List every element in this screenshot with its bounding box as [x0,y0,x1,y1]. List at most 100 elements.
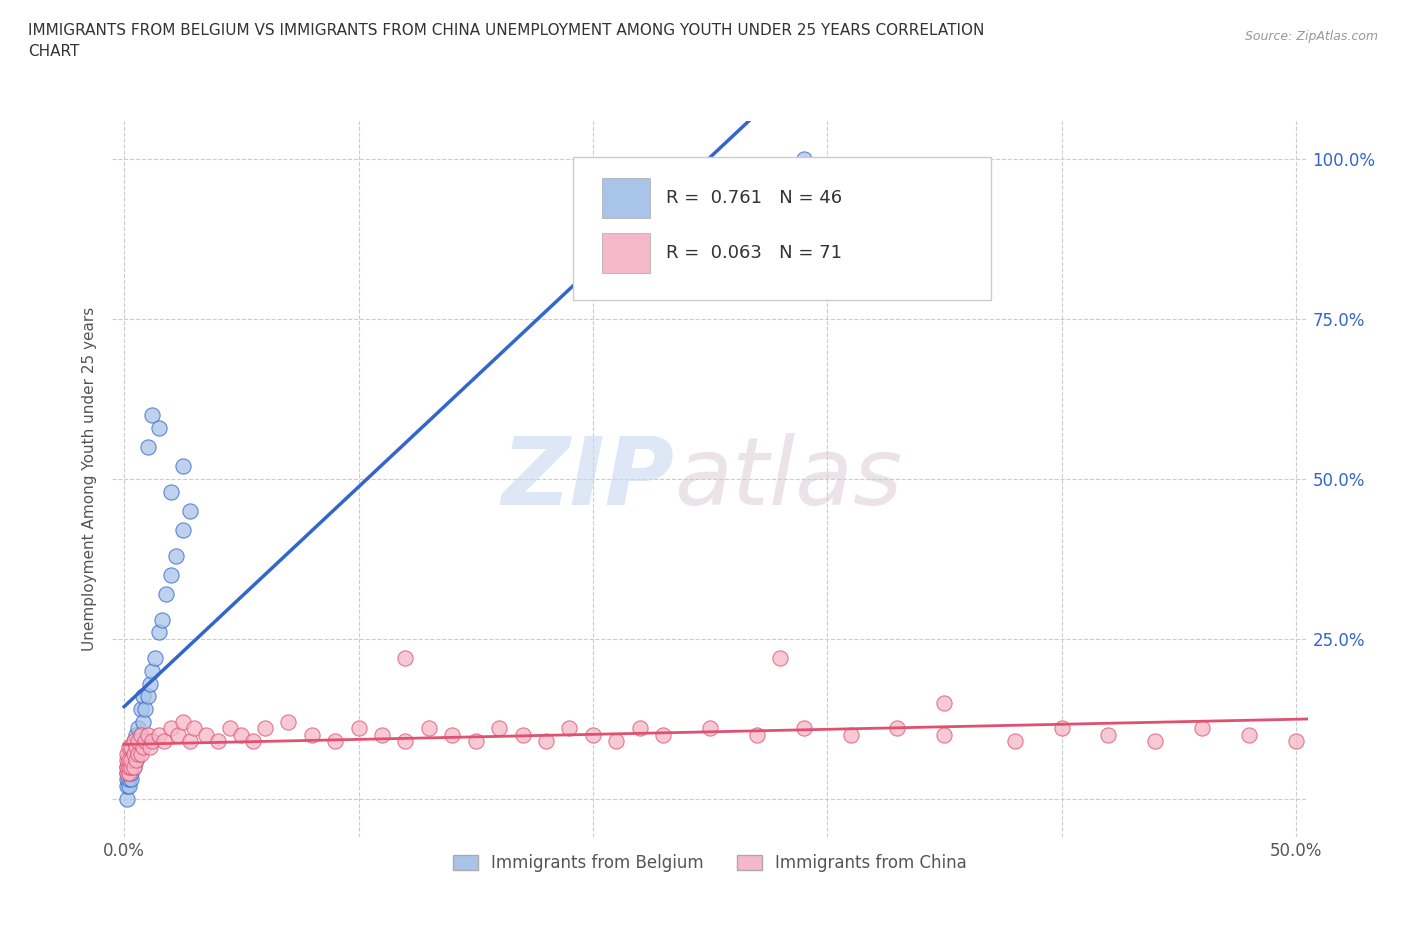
Point [394,734,416,749]
Point [605,734,627,749]
Point [122,759,145,774]
Point [115,759,138,774]
Point [464,734,486,749]
Point [1191,721,1213,736]
Point [129,727,152,742]
Point [122,759,145,774]
Point [118,740,141,755]
Point [231,727,253,742]
Point [120,740,142,755]
Point [120,753,142,768]
Point [347,721,370,736]
Point [141,407,163,422]
Point [125,753,148,768]
Point [122,747,145,762]
Point [127,747,149,762]
Point [132,740,155,755]
Point [141,663,163,678]
Point [127,721,149,736]
Point [1097,727,1119,742]
Point [129,702,152,717]
Point [172,458,194,473]
Point [118,778,141,793]
Y-axis label: Unemployment Among Youth under 25 years: Unemployment Among Youth under 25 years [82,307,97,651]
Point [134,734,156,749]
Text: R =  0.063   N = 71: R = 0.063 N = 71 [666,245,842,262]
Point [115,759,138,774]
Point [242,734,264,749]
Legend: Immigrants from Belgium, Immigrants from China: Immigrants from Belgium, Immigrants from… [446,847,974,879]
Point [115,791,138,806]
Point [115,753,138,768]
Point [172,714,194,729]
Point [115,747,138,762]
Point [120,740,142,755]
Point [141,734,163,749]
Point [125,727,148,742]
Point [934,696,956,711]
Point [534,734,557,749]
Point [160,485,183,499]
Point [839,727,862,742]
Point [628,721,651,736]
Point [418,721,440,736]
Text: Source: ZipAtlas.com: Source: ZipAtlas.com [1244,30,1378,43]
Bar [603,179,651,218]
Point [118,772,141,787]
Point [1144,734,1167,749]
Point [155,587,177,602]
Point [167,727,190,742]
Point [118,747,141,762]
Point [115,765,138,780]
Point [127,740,149,755]
Point [115,772,138,787]
Point [118,753,141,768]
Point [136,440,159,455]
Point [699,721,721,736]
Point [769,651,792,666]
Point [160,567,183,582]
Point [441,727,464,742]
Point [172,523,194,538]
FancyBboxPatch shape [572,157,991,300]
Point [165,549,187,564]
Point [793,152,815,166]
Point [488,721,510,736]
Point [132,714,155,729]
Point [148,420,170,435]
Point [183,721,205,736]
Point [179,734,201,749]
Point [371,727,394,742]
Bar [603,233,651,272]
Point [120,772,142,787]
Point [118,765,141,780]
Point [652,727,675,742]
Point [118,759,141,774]
Point [207,734,229,749]
Point [1050,721,1073,736]
Text: ZIP: ZIP [502,433,675,525]
Point [582,727,605,742]
Point [118,753,141,768]
Point [115,778,138,793]
Point [122,734,145,749]
Point [148,727,170,742]
Point [160,721,183,736]
Point [195,727,218,742]
Point [127,734,149,749]
Point [394,651,416,666]
Point [136,727,159,742]
Point [136,689,159,704]
Point [934,727,956,742]
Point [139,676,162,691]
Point [134,702,156,717]
Point [125,740,148,755]
Point [153,734,176,749]
Point [886,721,908,736]
Point [512,727,534,742]
Point [1004,734,1026,749]
Point [132,689,155,704]
Point [277,714,299,729]
Point [129,727,152,742]
Point [125,753,148,768]
